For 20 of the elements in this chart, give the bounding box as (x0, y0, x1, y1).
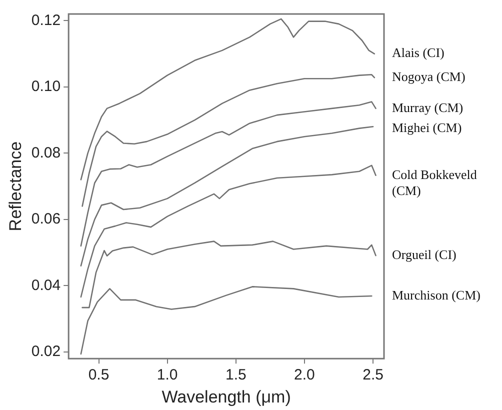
series-label: Alais (CI) (392, 45, 444, 60)
y-axis-title: Reflectance (6, 141, 25, 232)
x-axis-title: Wavelength (μm) (162, 387, 291, 406)
series-label: Orgueil (CI) (392, 246, 456, 262)
x-tick-label: 2.0 (294, 366, 315, 384)
x-tick-label: 1.0 (156, 366, 178, 384)
series-label: Cold Bokkeveld (CM) (392, 166, 478, 198)
y-tick-label: 0.10 (31, 78, 61, 96)
y-tick-label: 0.12 (31, 12, 61, 29)
y-tick-label: 0.06 (31, 210, 61, 228)
y-tick-label: 0.04 (31, 276, 61, 294)
x-tick-label: 2.5 (362, 366, 384, 384)
y-tick-label: 0.08 (31, 144, 61, 162)
series-label: Mighei (CM) (392, 120, 462, 135)
x-tick-label: 0.5 (88, 366, 110, 384)
x-tick-label: 1.5 (225, 366, 246, 384)
series-label: Murchison (CM) (392, 287, 480, 302)
series-label: Nogoya (CM) (392, 69, 466, 84)
series-label: Murray (CM) (392, 100, 464, 115)
y-tick-label: 0.02 (31, 343, 61, 360)
